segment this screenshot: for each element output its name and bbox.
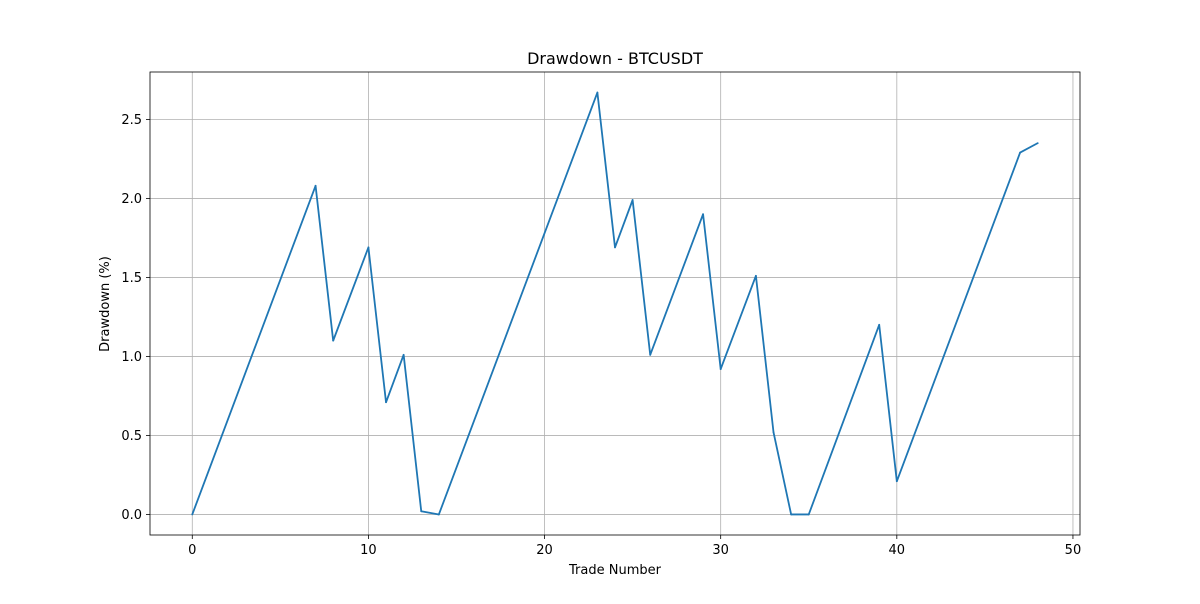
data-point [1019,151,1022,154]
y-tick-label: 2.5 [121,113,142,128]
x-tick-label: 30 [712,543,729,558]
x-tick-label: 20 [536,543,553,558]
data-point [1036,142,1039,145]
y-axis-label: Drawdown (%) [98,256,113,352]
data-point [807,513,810,516]
data-point [895,480,898,483]
data-point [772,431,775,434]
data-point [437,513,440,516]
data-point [702,213,704,216]
drawdown-series-line [191,91,1039,516]
data-point [614,246,616,249]
y-tick-label: 1.5 [121,271,142,286]
x-axis-label: Trade Number [568,563,662,578]
data-point [649,353,652,356]
x-tick-label: 10 [360,543,377,558]
data-point [631,199,634,201]
data-point [755,274,757,277]
data-point [596,91,599,94]
x-tick-label: 0 [188,543,196,558]
data-point [402,353,405,356]
data-point [191,513,194,516]
data-point [878,323,881,326]
chart-title: Drawdown - BTCUSDT [527,49,703,68]
tick-layer: 0 10 20 30 40 50 0.0 0.5 1.0 1.5 2.0 2.5 [121,113,1081,558]
plot-frame [149,71,1081,536]
data-point [790,513,793,516]
data-point [420,510,423,513]
x-tick-label: 50 [1065,543,1082,558]
data-point [719,368,722,370]
line-layer [191,91,1039,516]
data-point [367,246,370,249]
grid-layer [150,72,1080,535]
x-tick-label: 40 [889,543,906,558]
data-point [385,401,387,404]
y-tick-label: 0.5 [121,429,142,444]
y-tick-label: 0.0 [121,508,142,523]
data-point [314,184,317,187]
data-point [332,339,335,342]
y-tick-label: 1.0 [121,350,142,365]
y-tick-label: 2.0 [121,192,142,207]
